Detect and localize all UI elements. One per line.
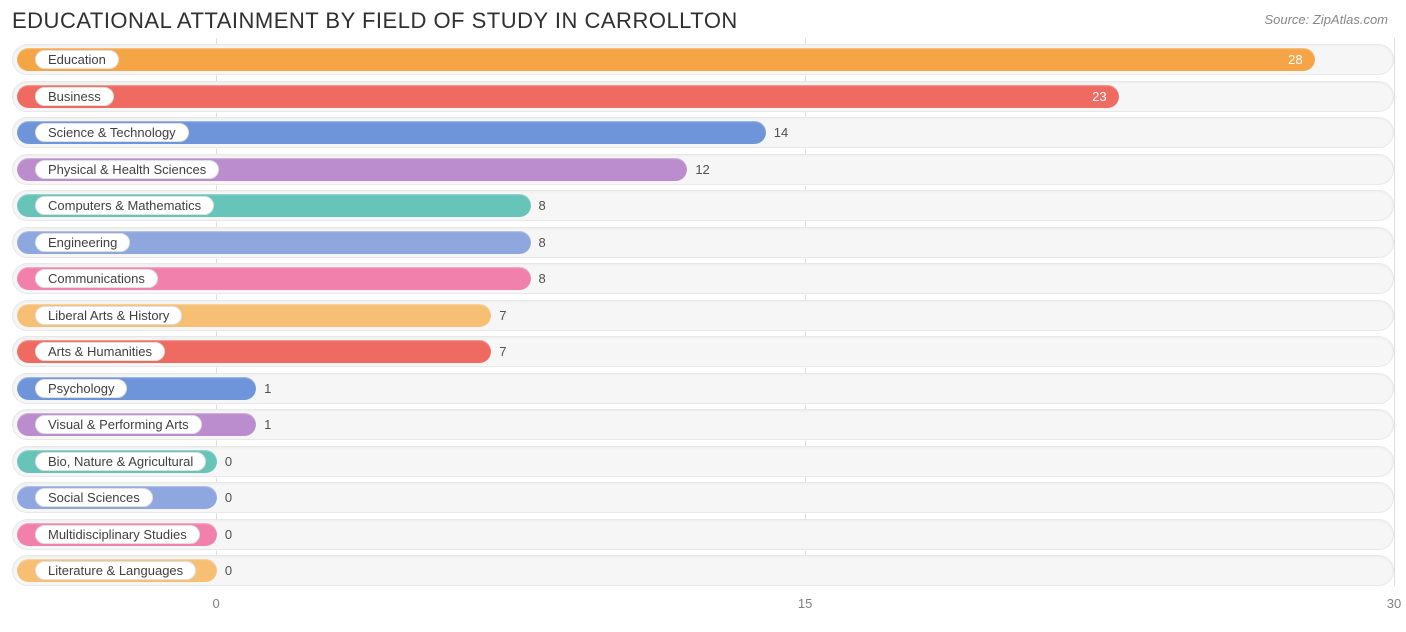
- bar-value: 23: [1084, 82, 1106, 111]
- bar-row: Computers & Mathematics 8: [12, 190, 1394, 221]
- bar-label: Communications: [35, 269, 158, 288]
- bar-label: Psychology: [35, 379, 127, 398]
- x-axis-tick: 0: [213, 596, 220, 611]
- bar-row: Engineering 8: [12, 227, 1394, 258]
- bar-row: Communications 8: [12, 263, 1394, 294]
- bar-label: Arts & Humanities: [35, 342, 165, 361]
- bar-value: 8: [531, 264, 546, 293]
- bar-label: Engineering: [35, 233, 130, 252]
- bar-row: Bio, Nature & Agricultural 0: [12, 446, 1394, 477]
- bar-value: 28: [1280, 45, 1302, 74]
- bar-label: Literature & Languages: [35, 561, 196, 580]
- bar-row: Business 23: [12, 81, 1394, 112]
- bar-value: 7: [491, 301, 506, 330]
- bar-label: Business: [35, 87, 114, 106]
- bar-value: 8: [531, 228, 546, 257]
- bar-row: Physical & Health Sciences 12: [12, 154, 1394, 185]
- bar-label: Education: [35, 50, 119, 69]
- bar-value: 1: [256, 374, 271, 403]
- bar-label: Liberal Arts & History: [35, 306, 182, 325]
- bar-label: Bio, Nature & Agricultural: [35, 452, 206, 471]
- chart-source: Source: ZipAtlas.com: [1264, 12, 1388, 27]
- bar-label: Social Sciences: [35, 488, 153, 507]
- chart-header: EDUCATIONAL ATTAINMENT BY FIELD OF STUDY…: [0, 0, 1406, 38]
- bar-fill: [17, 85, 1119, 108]
- bar-value: 7: [491, 337, 506, 366]
- bar-value: 12: [687, 155, 709, 184]
- bar-row: Multidisciplinary Studies 0: [12, 519, 1394, 550]
- chart-title: EDUCATIONAL ATTAINMENT BY FIELD OF STUDY…: [12, 8, 738, 34]
- bar-row: Visual & Performing Arts 1: [12, 409, 1394, 440]
- bar-label: Multidisciplinary Studies: [35, 525, 200, 544]
- bar-label: Computers & Mathematics: [35, 196, 214, 215]
- bar-value: 0: [217, 556, 232, 585]
- bar-fill: [17, 48, 1315, 71]
- bar-row: Education 28: [12, 44, 1394, 75]
- grid-line: [1394, 38, 1395, 586]
- bar-row: Arts & Humanities 7: [12, 336, 1394, 367]
- bar-value: 0: [217, 483, 232, 512]
- bar-label: Visual & Performing Arts: [35, 415, 202, 434]
- bar-value: 14: [766, 118, 788, 147]
- bar-row: Social Sciences 0: [12, 482, 1394, 513]
- bar-value: 1: [256, 410, 271, 439]
- x-axis: 01530: [12, 592, 1394, 616]
- bar-row: Science & Technology 14: [12, 117, 1394, 148]
- bar-value: 0: [217, 447, 232, 476]
- x-axis-tick: 30: [1387, 596, 1401, 611]
- chart-area: Education 28 Business 23 Science & Technolog…: [0, 38, 1406, 586]
- bar-row: Psychology 1: [12, 373, 1394, 404]
- bar-label: Physical & Health Sciences: [35, 160, 219, 179]
- bar-row: Liberal Arts & History 7: [12, 300, 1394, 331]
- bar-row: Literature & Languages 0: [12, 555, 1394, 586]
- bar-label: Science & Technology: [35, 123, 189, 142]
- x-axis-tick: 15: [798, 596, 812, 611]
- bar-value: 8: [531, 191, 546, 220]
- bar-value: 0: [217, 520, 232, 549]
